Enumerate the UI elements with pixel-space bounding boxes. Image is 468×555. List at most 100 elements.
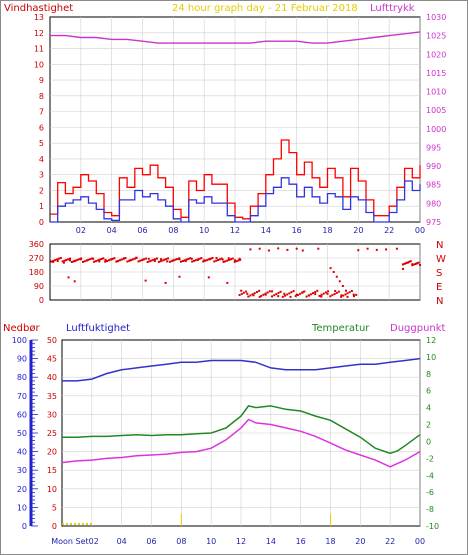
direction-point xyxy=(217,259,219,261)
direction-point xyxy=(271,290,273,293)
direction-point xyxy=(385,248,388,251)
direction-point xyxy=(226,281,229,284)
humidity-y-tick: 50 xyxy=(17,429,27,438)
direction-point xyxy=(318,294,321,297)
direction-point xyxy=(264,292,267,295)
wind-y-tick: 9 xyxy=(39,76,44,85)
direction-point xyxy=(65,259,68,261)
humidity-y-tick: 60 xyxy=(17,410,27,419)
direction-point xyxy=(335,275,338,278)
compass-label: N xyxy=(436,296,443,307)
direction-point xyxy=(286,293,289,296)
direction-point xyxy=(346,292,349,295)
wind-y-tick: 3 xyxy=(39,171,44,180)
direction-point xyxy=(147,257,150,260)
direction-point xyxy=(238,294,241,296)
direction-point xyxy=(226,259,229,262)
direction-point xyxy=(230,258,232,261)
direction-point xyxy=(258,289,261,292)
direction-point xyxy=(333,293,336,295)
direction-point xyxy=(74,259,77,262)
wind-x-tick: 18 xyxy=(322,226,332,235)
direction-point xyxy=(176,258,179,260)
direction-point xyxy=(126,260,129,263)
temp-x-tick: 00 xyxy=(415,537,425,546)
direction-point xyxy=(281,295,284,298)
direction-point xyxy=(117,259,120,262)
direction-point xyxy=(402,263,404,266)
temp-y-tick: -10 xyxy=(426,522,439,531)
direction-point xyxy=(202,260,205,263)
precip-y-tick: 40 xyxy=(47,373,57,382)
wind-y-tick: 13 xyxy=(34,13,44,22)
direction-point xyxy=(178,257,181,260)
dewpoint-label: Duggpunkt xyxy=(390,323,446,334)
direction-point xyxy=(167,257,170,260)
direction-point xyxy=(157,260,160,263)
direction-point xyxy=(56,260,59,263)
direction-point xyxy=(292,290,295,293)
wind-x-tick: 10 xyxy=(199,226,209,235)
humidity-y-tick: 90 xyxy=(17,355,27,364)
direction-point xyxy=(161,259,164,262)
direction-point xyxy=(239,258,242,261)
direction-point xyxy=(193,259,195,262)
direction-y-tick: 180 xyxy=(29,268,44,277)
direction-point xyxy=(273,294,276,297)
direction-point xyxy=(414,263,417,265)
direction-point xyxy=(357,249,360,252)
direction-point xyxy=(59,257,62,259)
direction-point xyxy=(411,264,414,267)
direction-point xyxy=(415,262,418,265)
direction-point xyxy=(52,260,55,263)
direction-point xyxy=(170,260,173,263)
direction-point xyxy=(196,258,199,261)
direction-point xyxy=(143,258,145,261)
direction-point xyxy=(329,295,332,298)
direction-point xyxy=(417,261,420,264)
direction-point xyxy=(405,262,408,265)
direction-point xyxy=(63,259,66,262)
precip-y-tick: 45 xyxy=(47,355,57,364)
direction-point xyxy=(115,260,118,263)
direction-point xyxy=(174,258,177,261)
humidity-y-tick: 30 xyxy=(17,466,27,475)
direction-point xyxy=(279,290,282,293)
wind-axes: 0123456789101112139759809859909951000100… xyxy=(34,13,447,235)
wind-x-tick: 16 xyxy=(292,226,302,235)
humidity-y-tick: 0 xyxy=(22,522,27,531)
precip-y-tick: 10 xyxy=(47,485,57,494)
wind-y-tick: 5 xyxy=(39,139,44,148)
direction-point xyxy=(325,291,327,294)
direction-y-tick: 270 xyxy=(29,254,44,263)
direction-point xyxy=(307,294,310,297)
wind-grid xyxy=(50,17,421,222)
temp-y-tick: -8 xyxy=(426,505,434,514)
direction-point xyxy=(154,258,157,261)
direction-point xyxy=(352,293,355,296)
direction-point xyxy=(290,291,293,294)
direction-point xyxy=(67,276,70,279)
direction-point xyxy=(412,263,415,266)
direction-point xyxy=(295,293,298,296)
direction-point xyxy=(322,292,325,295)
direction-point xyxy=(207,276,210,279)
direction-point xyxy=(159,260,162,263)
direction-point xyxy=(187,257,190,260)
temp-humidity-series xyxy=(61,357,421,526)
direction-point xyxy=(329,267,332,270)
temp-y-tick: 12 xyxy=(426,336,436,345)
direction-point xyxy=(120,258,123,261)
direction-point xyxy=(409,260,412,263)
direction-point xyxy=(122,257,125,260)
compass-label: N xyxy=(436,240,443,251)
direction-point xyxy=(213,260,216,263)
direction-point xyxy=(247,295,250,298)
direction-point xyxy=(67,258,70,261)
wind-y-tick: 6 xyxy=(39,123,44,132)
wind-x-tick: 22 xyxy=(384,226,394,235)
direction-point xyxy=(144,257,147,260)
direction-point xyxy=(218,258,221,261)
